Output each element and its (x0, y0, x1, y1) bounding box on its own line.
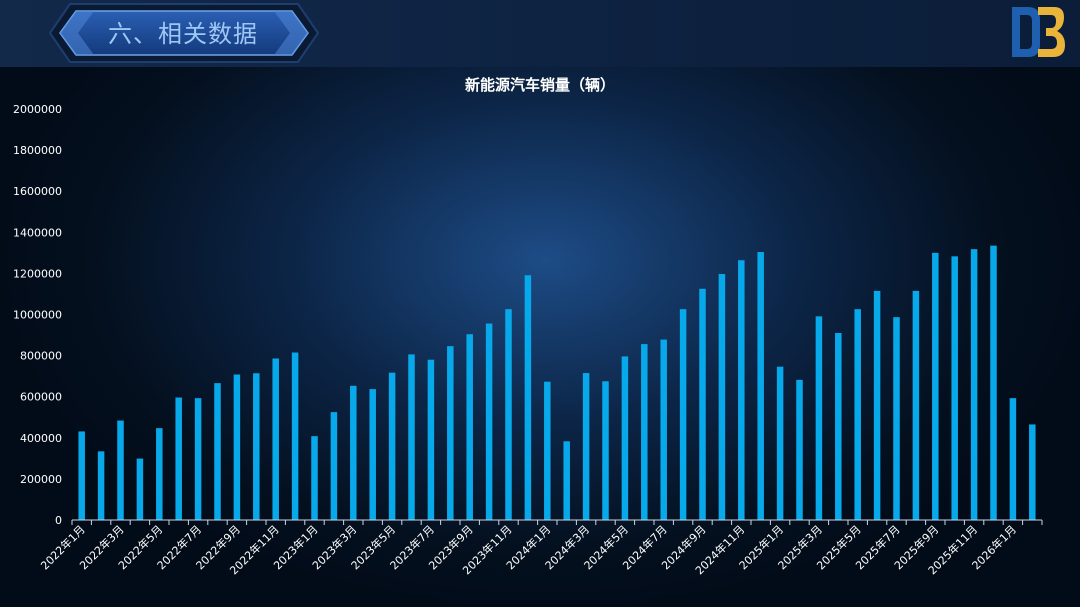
bar (524, 275, 532, 520)
bar (117, 420, 124, 520)
x-axis: 2022年1月2022年3月2022年5月2022年7月2022年9月2022年… (38, 519, 1043, 577)
bar (990, 245, 997, 520)
y-tick-label: 1400000 (13, 226, 62, 239)
bar (156, 428, 163, 520)
bar (311, 436, 318, 520)
bar (350, 385, 357, 520)
page-title: 六、相关数据 (108, 20, 258, 48)
y-tick-label: 1000000 (13, 309, 62, 322)
chart-title: 新能源汽车销量（辆） (464, 76, 615, 94)
bar (854, 309, 861, 520)
bar (660, 339, 667, 520)
bar (1029, 424, 1036, 520)
bar (78, 431, 85, 520)
bar (291, 352, 299, 520)
bar (835, 333, 842, 520)
bar-series (78, 245, 1036, 520)
y-tick-label: 800000 (20, 350, 62, 363)
bar (272, 358, 279, 520)
bar (136, 458, 144, 520)
y-tick-label: 1200000 (13, 267, 62, 280)
bar (718, 274, 726, 520)
bar (194, 398, 202, 520)
bar (330, 412, 338, 520)
bar (776, 366, 784, 520)
bar (970, 249, 978, 520)
bar (738, 260, 745, 520)
title-badge (48, 3, 320, 63)
bar (544, 381, 551, 520)
bar (505, 309, 512, 520)
bar (466, 334, 473, 520)
page-header: 六、相关数据 (0, 0, 1080, 67)
bar (815, 316, 823, 520)
y-axis: 0 200000 400000 600000 800000 1000000 1200000 1… (13, 103, 62, 527)
bar (621, 356, 629, 520)
y-tick-label: 1600000 (13, 185, 62, 198)
bar (873, 290, 881, 520)
bar (214, 383, 221, 520)
bar (563, 441, 570, 520)
bar (757, 252, 764, 520)
y-tick-label: 2000000 (13, 103, 62, 116)
db-logo-icon (1012, 7, 1065, 57)
bar (175, 397, 182, 520)
bar (641, 344, 648, 520)
y-tick-label: 400000 (20, 432, 62, 445)
bar (253, 373, 260, 520)
bar (912, 290, 920, 520)
bar (447, 346, 454, 520)
bar (408, 354, 415, 520)
bar (893, 317, 900, 520)
bar (602, 381, 609, 520)
bar (951, 256, 958, 520)
bar (699, 288, 706, 520)
y-tick-label: 200000 (20, 473, 62, 486)
y-tick-label: 600000 (20, 391, 62, 404)
bar (1009, 398, 1017, 520)
y-tick-label: 1800000 (13, 144, 62, 157)
bar (582, 373, 590, 520)
bar (796, 379, 803, 520)
bar (233, 374, 241, 520)
bar (427, 359, 435, 520)
y-tick-label: 0 (55, 514, 62, 527)
bar (679, 309, 687, 520)
bar (97, 451, 105, 520)
bar (485, 323, 493, 520)
bar (388, 372, 396, 520)
bar (369, 389, 376, 520)
bar (932, 252, 939, 520)
